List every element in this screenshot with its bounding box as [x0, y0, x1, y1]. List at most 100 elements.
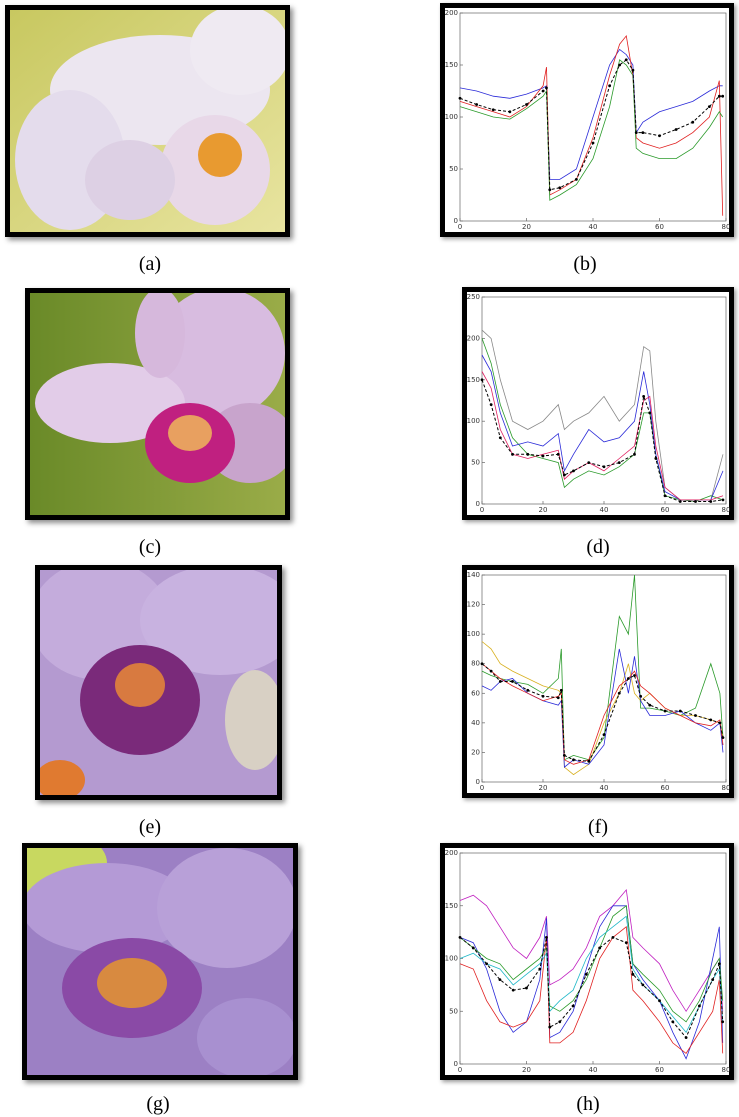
y-tick-label: 140	[467, 571, 480, 579]
y-tick-label: 50	[449, 1007, 458, 1015]
photo-art	[27, 848, 293, 1075]
point	[624, 941, 628, 945]
x-tick-label: 20	[522, 223, 531, 231]
y-tick-label: 80	[471, 660, 480, 668]
x-tick-label: 60	[661, 506, 670, 514]
x-tick-label: 80	[722, 784, 731, 792]
point	[511, 680, 514, 683]
point	[631, 972, 635, 976]
series-line	[459, 888, 724, 1013]
point	[556, 696, 560, 700]
point	[691, 120, 695, 124]
chart-frame	[462, 565, 734, 798]
photo-art	[10, 10, 285, 232]
series-line	[459, 936, 724, 1039]
point	[684, 1036, 688, 1040]
x-tick-label: 60	[661, 784, 670, 792]
point	[591, 141, 595, 145]
series-line	[481, 648, 724, 769]
series-line	[481, 663, 724, 765]
point	[572, 469, 575, 473]
photo	[35, 565, 282, 800]
point	[574, 178, 578, 181]
chart: 0 20 40 60 80 100 120 140 0 20 40 60 80	[462, 565, 734, 798]
point	[634, 131, 638, 135]
point	[639, 694, 642, 698]
point	[633, 452, 636, 456]
x-tick-label: 40	[600, 784, 609, 792]
point	[671, 1020, 675, 1024]
point	[608, 84, 612, 88]
photo	[25, 288, 290, 520]
point	[485, 962, 488, 966]
point	[556, 452, 560, 456]
point	[562, 473, 566, 477]
series-line	[459, 59, 724, 201]
point	[587, 759, 591, 763]
point	[717, 94, 721, 98]
point	[617, 691, 621, 695]
chart-frame	[440, 843, 734, 1080]
point	[548, 188, 552, 192]
y-tick-label: 250	[467, 293, 480, 301]
x-tick-label: 20	[522, 1066, 531, 1074]
photo-art	[30, 293, 285, 515]
point	[545, 936, 548, 939]
point	[480, 662, 484, 666]
y-tick-label: 0	[454, 217, 458, 225]
y-tick-label: 200	[467, 334, 480, 342]
point	[545, 86, 548, 90]
point	[559, 688, 563, 692]
point	[694, 500, 697, 503]
x-tick-label: 40	[589, 223, 598, 231]
caption: (a)	[138, 253, 162, 275]
point	[627, 677, 630, 680]
x-tick-label: 0	[480, 784, 484, 792]
point	[489, 403, 493, 407]
x-tick-label: 80	[722, 1066, 731, 1074]
y-tick-label: 150	[467, 376, 480, 384]
x-tick-label: 0	[480, 506, 484, 514]
point	[707, 105, 711, 108]
point	[584, 972, 588, 976]
point	[641, 983, 645, 987]
point	[541, 454, 545, 458]
y-tick-label: 20	[471, 748, 480, 756]
point	[558, 186, 562, 190]
x-tick-label: 60	[655, 223, 664, 231]
point	[526, 452, 530, 456]
point	[498, 680, 502, 683]
point	[511, 452, 514, 456]
chart-frame	[440, 3, 734, 237]
series-line	[459, 48, 723, 180]
x-tick-label: 40	[589, 1066, 598, 1074]
point	[721, 1020, 725, 1024]
caption: (b)	[573, 253, 597, 275]
y-tick-label: 0	[454, 1060, 458, 1068]
y-tick-label: 100	[445, 113, 458, 121]
caption: (c)	[138, 536, 162, 558]
x-tick-label: 20	[539, 506, 548, 514]
point	[678, 500, 682, 503]
caption: (e)	[138, 816, 162, 838]
caption: (g)	[146, 1093, 170, 1115]
photo	[22, 843, 298, 1080]
point	[654, 457, 658, 460]
point	[633, 674, 636, 677]
point	[717, 962, 721, 966]
y-tick-label: 100	[467, 630, 480, 638]
caption: (h)	[576, 1093, 600, 1115]
point	[624, 58, 628, 62]
point	[498, 436, 502, 440]
point	[511, 988, 515, 992]
point	[663, 494, 667, 498]
point	[541, 89, 545, 93]
point	[709, 718, 713, 722]
y-tick-label: 150	[445, 61, 458, 69]
y-tick-label: 150	[445, 902, 458, 910]
point	[548, 1025, 552, 1029]
point	[641, 131, 645, 135]
series-line	[459, 915, 724, 1034]
photo	[5, 5, 290, 237]
